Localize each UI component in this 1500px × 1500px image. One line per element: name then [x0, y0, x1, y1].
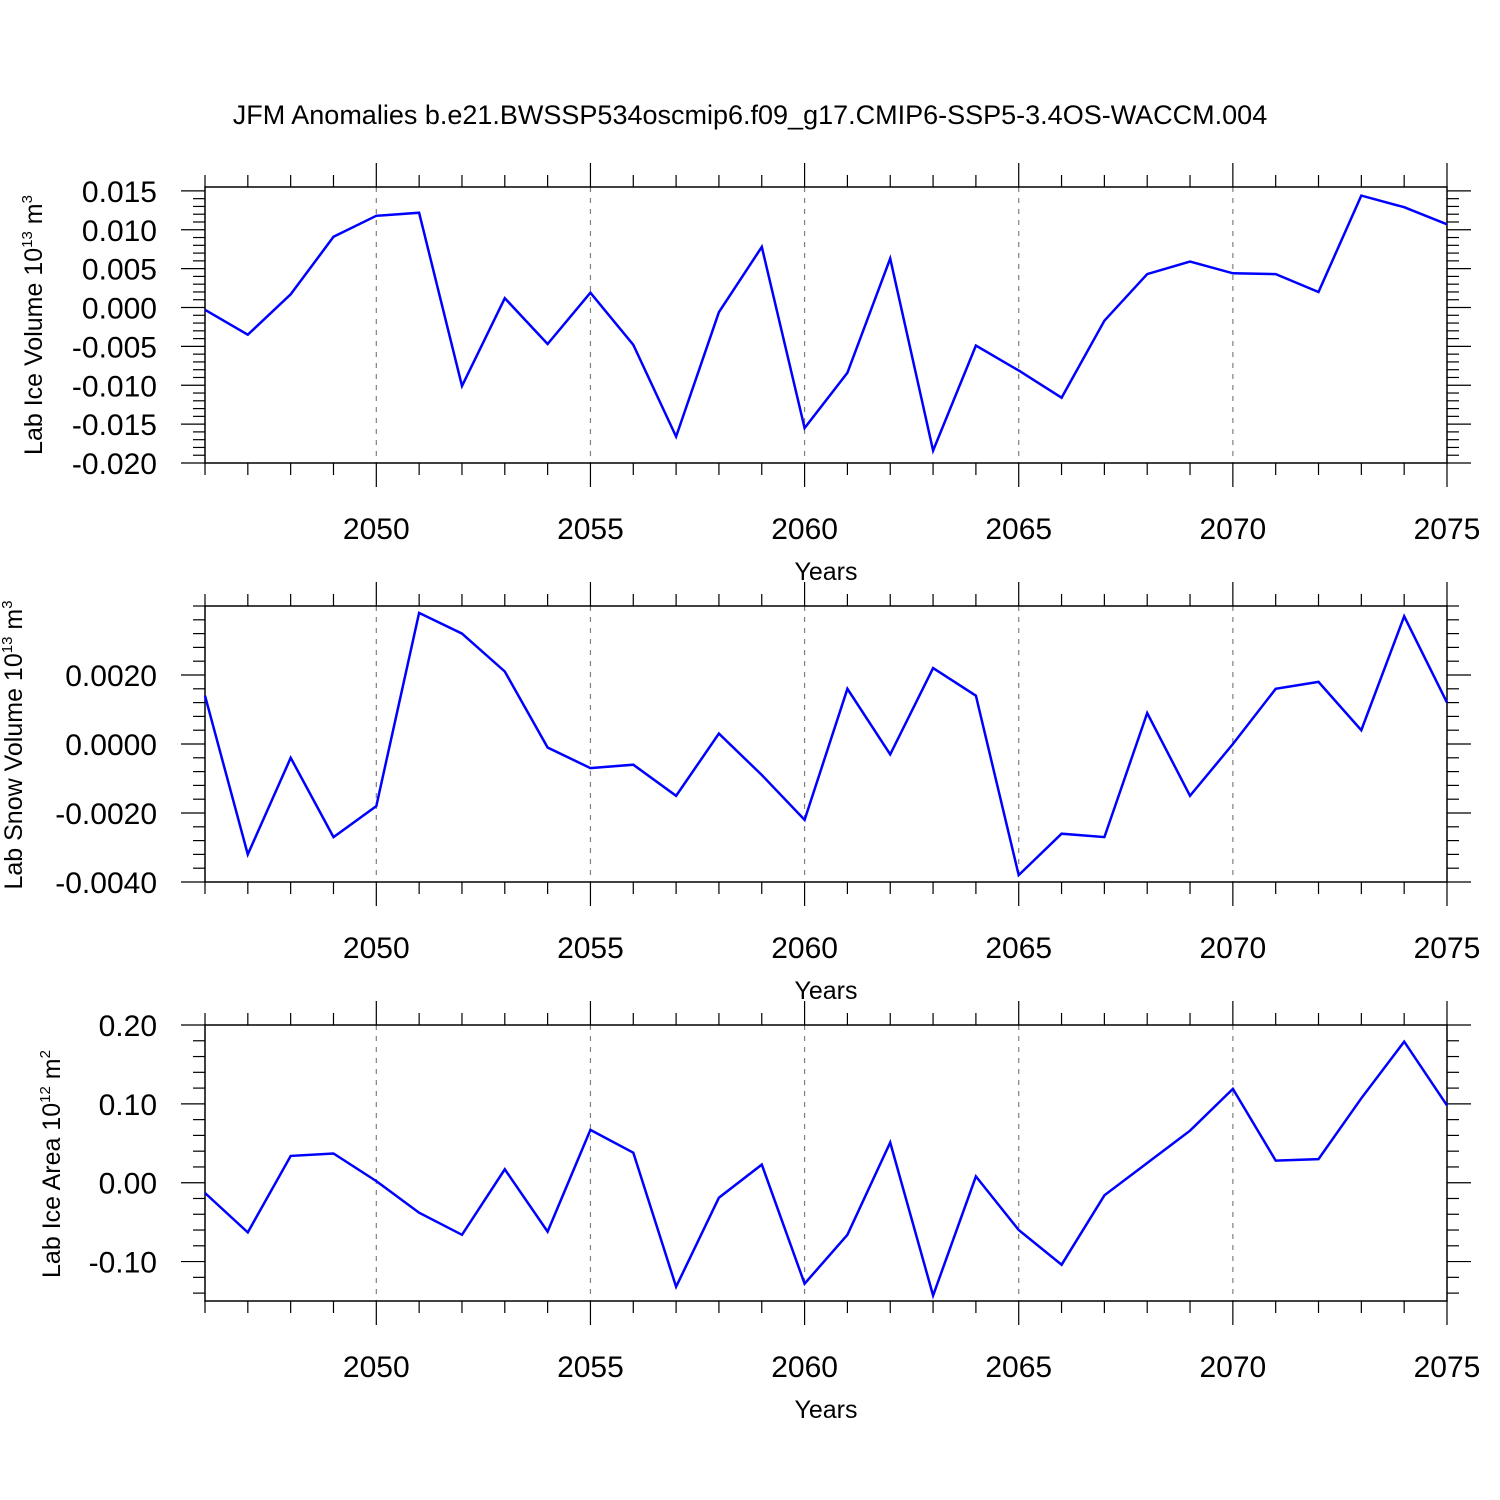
y-axis-label: Lab Ice Volume 1013 m3 — [19, 195, 48, 455]
y-axis-label-unit: m — [20, 203, 48, 231]
series-line — [203, 611, 1449, 878]
y-tick-label: 0.0000 — [65, 729, 157, 762]
panel-ice-area: Years Lab Ice Area 1012 m2 2050 2055 2060 2… — [37, 1001, 1480, 1424]
y-axis-label: Lab Ice Area 1012 m2 — [37, 1050, 66, 1278]
x-tick-label: 2050 — [343, 1351, 410, 1384]
panel-snow-volume: Years Lab Snow Volume 1013 m3 2050 2055 20… — [0, 582, 1480, 1005]
y-axis-label: Lab Snow Volume 1013 m3 — [0, 600, 28, 889]
series-line — [204, 1039, 1449, 1300]
y-axis-label-text: Lab Ice Area 10 — [38, 1103, 66, 1278]
y-axis-label-exp: 12 — [37, 1086, 54, 1103]
y-tick-label: -0.015 — [72, 409, 157, 442]
plot-frame — [204, 186, 1448, 464]
y-axis-label-exp: 13 — [19, 231, 36, 248]
x-tick-label: 2055 — [557, 513, 624, 546]
x-tick-label: 2075 — [1414, 1351, 1481, 1384]
y-tick-label: -0.010 — [72, 370, 157, 403]
y-axis-label-unit-exp: 3 — [19, 195, 36, 203]
y-axis-label-unit-exp: 3 — [0, 600, 16, 608]
x-tick-label: 2060 — [771, 932, 838, 965]
x-tick-label: 2075 — [1414, 932, 1481, 965]
x-axis-label: Years — [794, 1396, 857, 1424]
x-tick-label: 2050 — [343, 513, 410, 546]
y-tick-label: 0.000 — [82, 293, 157, 326]
y-axis-label-text: Lab Snow Volume 10 — [0, 653, 28, 889]
y-tick-label: 0.10 — [99, 1089, 157, 1122]
x-tick-label: 2065 — [985, 513, 1052, 546]
x-tick-label: 2050 — [343, 932, 410, 965]
y-axis-label-unit: m — [38, 1058, 66, 1086]
x-tick-label: 2070 — [1199, 513, 1266, 546]
y-tick-label: 0.015 — [82, 176, 157, 209]
y-axis-label-exp: 13 — [0, 637, 16, 654]
x-axis-label: Years — [794, 558, 857, 586]
x-tick-label: 2065 — [985, 932, 1052, 965]
y-tick-label: 0.010 — [82, 215, 157, 248]
x-tick-label: 2065 — [985, 1351, 1052, 1384]
x-axis-label: Years — [794, 977, 857, 1005]
y-axis-label-unit-exp: 2 — [37, 1050, 54, 1058]
panel-ice-volume: Years Lab Ice Volume 1013 m3 2050 2055 206… — [19, 163, 1480, 586]
y-tick-label: 0.00 — [99, 1168, 157, 1201]
series-line — [204, 194, 1448, 455]
x-tick-label: 2060 — [771, 513, 838, 546]
y-tick-label: -0.020 — [72, 448, 157, 481]
x-tick-label: 2070 — [1199, 932, 1266, 965]
y-tick-label: -0.005 — [72, 331, 157, 364]
y-tick-label: 0.005 — [82, 254, 157, 287]
y-axis-label-text: Lab Ice Volume 10 — [20, 248, 48, 455]
x-tick-label: 2060 — [771, 1351, 838, 1384]
plot-frame — [204, 1024, 1448, 1302]
y-tick-label: 0.0020 — [65, 660, 157, 693]
x-tick-label: 2070 — [1199, 1351, 1266, 1384]
y-axis-label-unit: m — [0, 609, 28, 637]
x-tick-label: 2055 — [557, 1351, 624, 1384]
figure-title: JFM Anomalies b.e21.BWSSP534oscmip6.f09_… — [233, 100, 1267, 130]
y-tick-label: 0.20 — [99, 1010, 157, 1043]
x-tick-label: 2055 — [557, 932, 624, 965]
y-tick-label: -0.10 — [89, 1247, 157, 1280]
x-tick-label: 2075 — [1414, 513, 1481, 546]
y-tick-label: -0.0040 — [55, 867, 157, 900]
y-tick-label: -0.0020 — [55, 798, 157, 831]
